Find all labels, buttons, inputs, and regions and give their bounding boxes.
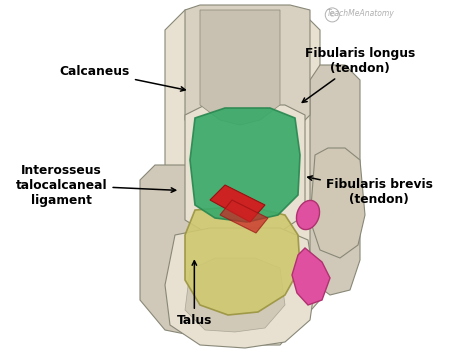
Polygon shape — [190, 108, 300, 222]
Text: ©: © — [328, 12, 336, 18]
Text: Calcaneus: Calcaneus — [60, 65, 185, 91]
Text: TeachMeAnatomy: TeachMeAnatomy — [327, 9, 394, 18]
Polygon shape — [185, 208, 300, 315]
Polygon shape — [310, 65, 360, 295]
Polygon shape — [165, 10, 320, 345]
Polygon shape — [220, 200, 268, 233]
Polygon shape — [165, 228, 315, 348]
Text: Interosseus
talocalcaneal
ligament: Interosseus talocalcaneal ligament — [16, 164, 176, 206]
Polygon shape — [310, 148, 365, 258]
Polygon shape — [185, 105, 305, 238]
Text: Fibularis longus
(tendon): Fibularis longus (tendon) — [302, 47, 415, 103]
Polygon shape — [185, 5, 310, 140]
Ellipse shape — [296, 200, 319, 230]
Polygon shape — [200, 10, 280, 125]
Polygon shape — [140, 165, 210, 335]
Polygon shape — [210, 185, 265, 222]
Text: Talus: Talus — [177, 261, 212, 327]
Polygon shape — [292, 248, 330, 305]
Text: Fibularis brevis
(tendon): Fibularis brevis (tendon) — [308, 176, 433, 206]
Polygon shape — [185, 258, 285, 332]
